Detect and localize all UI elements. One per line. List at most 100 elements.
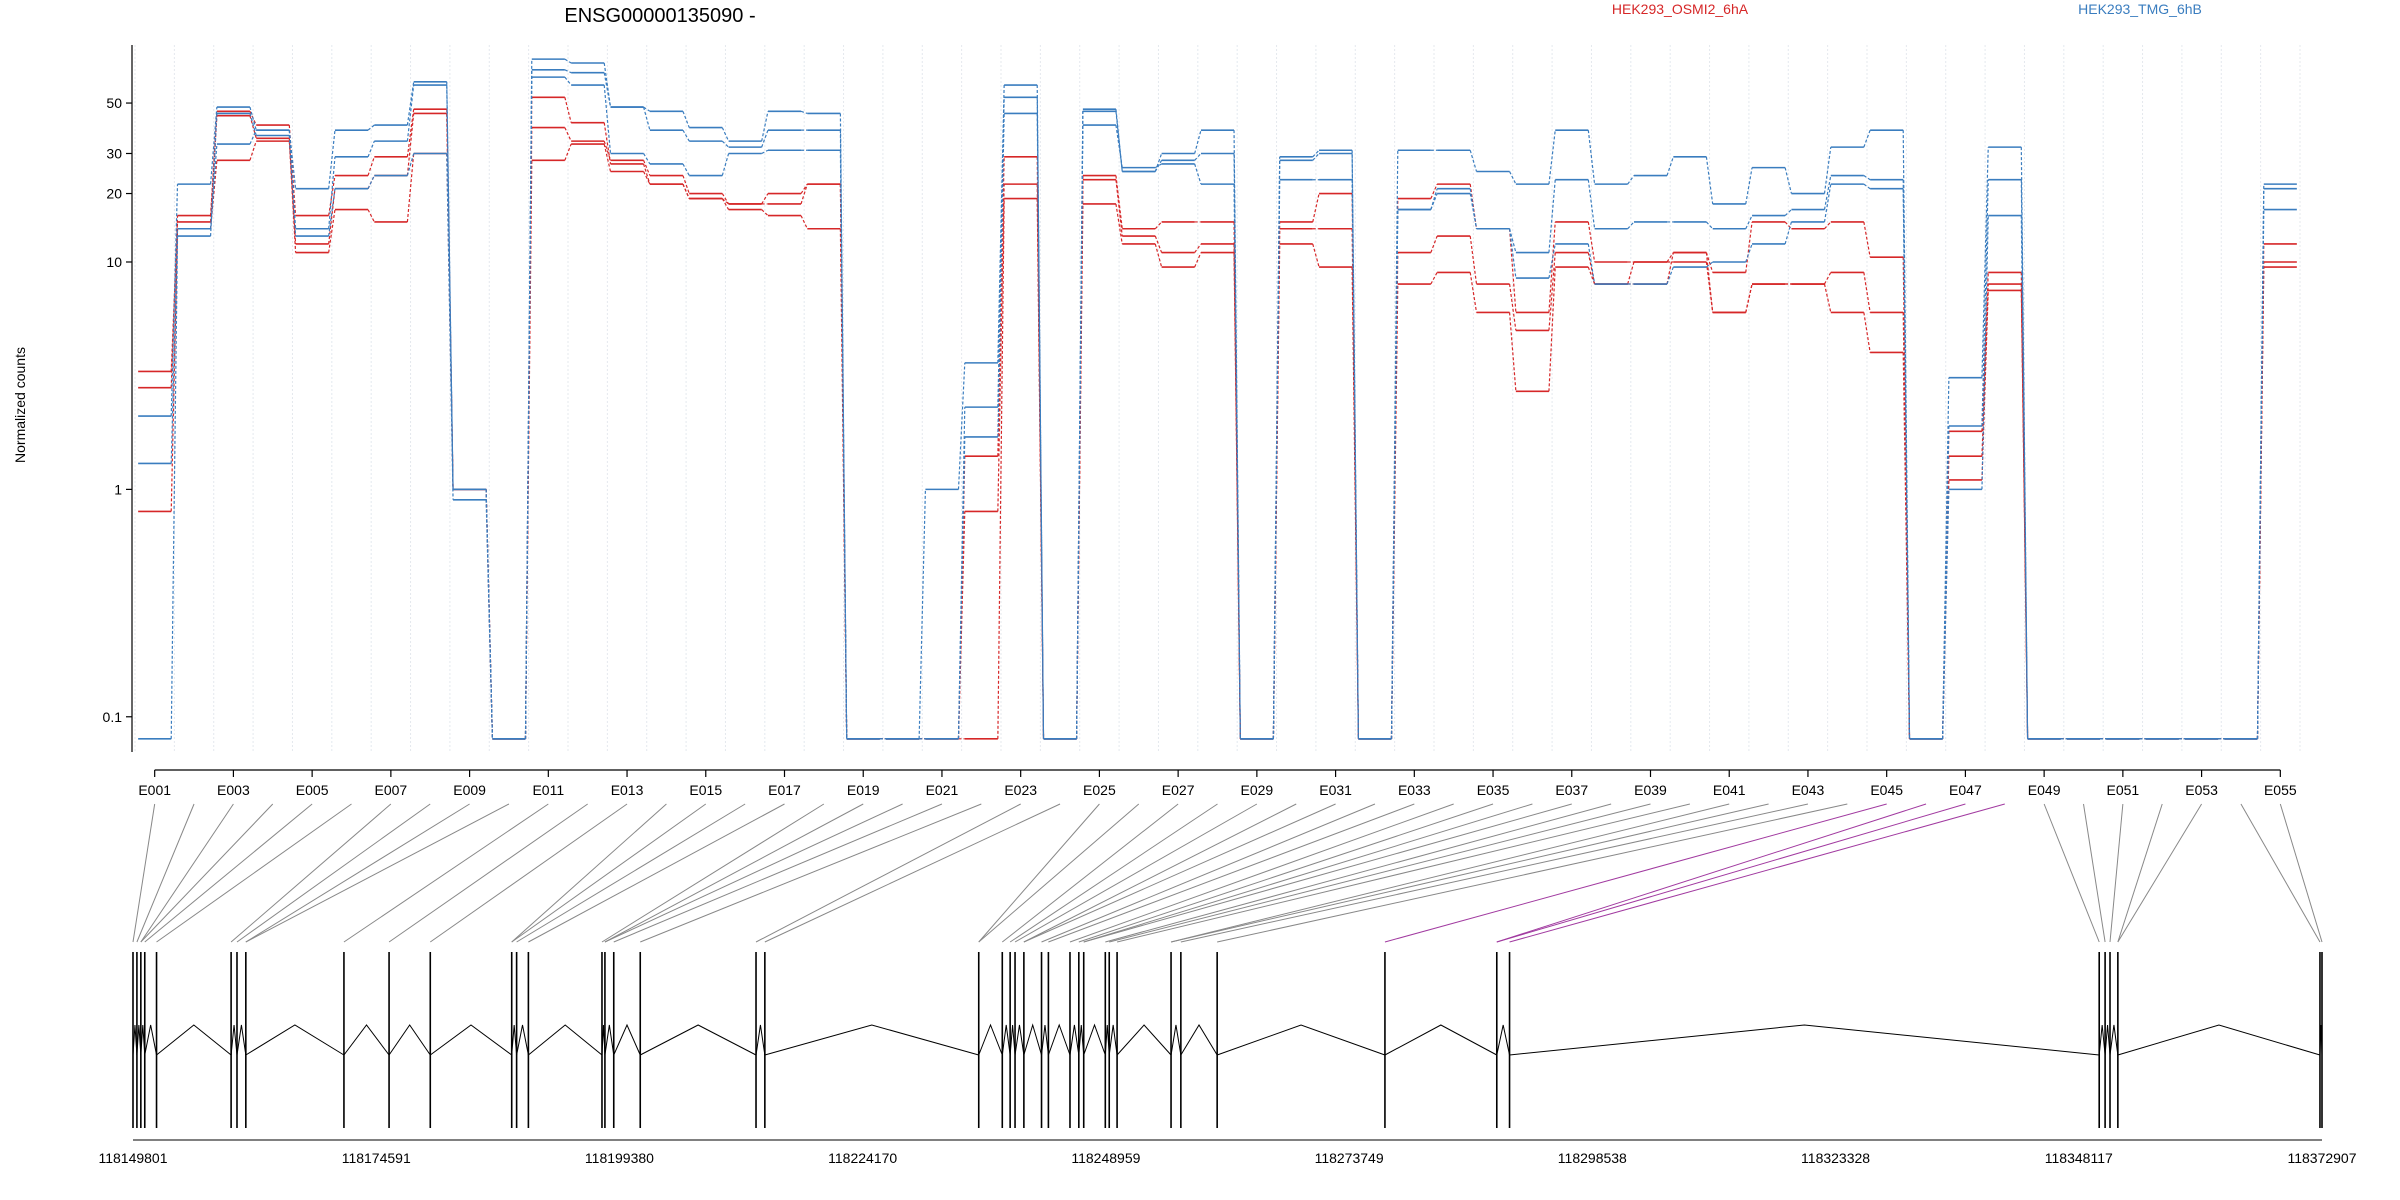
series-connector [1666,252,1674,285]
exon-connector [1083,803,1533,943]
series-connector [1745,243,1753,263]
exon-connector [1170,803,1769,943]
exon-connector [1014,803,1258,943]
series-connector [1745,215,1753,230]
series-connector [209,144,218,229]
intron-line [1047,1023,1071,1056]
series-connector [800,183,808,205]
series-connector [1115,203,1123,245]
series-connector [721,127,730,142]
exon-connector [140,803,234,943]
series-connector [643,153,651,165]
series-connector [1430,188,1438,210]
series-connector [1863,183,1871,190]
intron-line [1509,1024,2100,1056]
series-connector [1508,312,1517,392]
series-connector [328,188,336,245]
series-4 [138,58,2297,740]
series-connector [1823,272,1832,285]
x-tick-label: E021 [926,782,959,798]
intron-line [511,1024,518,1056]
series-lines [138,58,2297,740]
series-connector [1627,261,1635,285]
series-connector [1548,221,1556,313]
series-connector [1981,179,1989,427]
series-connector [1390,209,1399,739]
series-connector [1548,267,1556,392]
intron-line [764,1024,979,1056]
series-connector [1508,228,1517,313]
y-tick-label: 1 [114,481,122,497]
exon-connector [1509,803,2005,943]
legend: HEK293_OSMI2_6hA HEK293_TMG_6hB [1612,1,2202,17]
series-3 [138,140,2297,740]
exon-connector [236,803,431,943]
series-connector [1745,221,1753,273]
series-connector [1154,153,1163,172]
x-tick-label: E049 [2028,782,2061,798]
series-connector [1430,183,1438,199]
series-connector [1508,228,1517,279]
series-connector [249,140,257,161]
series-connector [1430,272,1438,285]
series-connector [1194,163,1202,185]
x-tick-label: E055 [2264,782,2297,798]
gene-coordinate-label: 118174591 [342,1150,411,1166]
exon-connector [2240,803,2321,943]
series-connector [406,113,415,176]
series-connector [1666,156,1674,176]
series-connector [209,107,218,185]
intron-line [1216,1024,1386,1056]
series-connector [1351,179,1360,739]
intron-line [1384,1024,1498,1056]
series-connector [1705,156,1714,205]
intron-line [640,1024,757,1056]
series-connector [170,215,179,388]
x-tick-label: E047 [1949,782,1982,798]
series-connector [170,184,179,417]
series-connector [367,209,375,223]
gene-coordinate-label: 118149801 [98,1150,167,1166]
exon-connector [516,803,746,943]
series-connector [721,193,730,205]
series-connector [209,113,218,237]
gene-coordinate-label: 118224170 [828,1150,897,1166]
series-connector [2020,215,2029,739]
exon-connector [429,803,628,943]
series-connector [1666,252,1674,263]
series-connector [721,140,730,148]
exon-connector [1496,803,1927,943]
exon-connector [2117,803,2163,943]
exon-connector [604,803,864,943]
intron-line [1009,1024,1016,1056]
exon-connector [764,803,1061,943]
series-connector [1154,235,1163,253]
exon-connector [604,803,903,943]
series-connector [1784,167,1793,194]
series-connector [1666,266,1674,285]
series-connector [1981,284,1989,457]
intron-line [230,1024,238,1056]
exon-connector [1023,803,1297,943]
series-connector [997,113,1005,437]
series-connector [1863,312,1871,353]
series-connector [1981,215,1989,490]
intron-line [1078,1024,1085,1056]
intron-line [144,1024,158,1056]
series-connector [446,153,454,500]
series-connector [1863,175,1871,181]
exon-connector [140,803,274,943]
series-connector [761,209,769,217]
intron-line [604,1024,615,1056]
intron-line [1116,1024,1172,1056]
series-connector [1705,261,1714,313]
y-tick-label: 20 [106,186,122,202]
series-connector [1312,153,1320,161]
series-connector [1194,252,1202,268]
y-tick-label: 10 [106,254,122,270]
y-axis-label: Normalized counts [12,347,28,463]
exon-connector [1496,803,1966,943]
series-connector [249,106,257,131]
series-connector [1154,163,1162,169]
series-connector [1823,147,1832,194]
